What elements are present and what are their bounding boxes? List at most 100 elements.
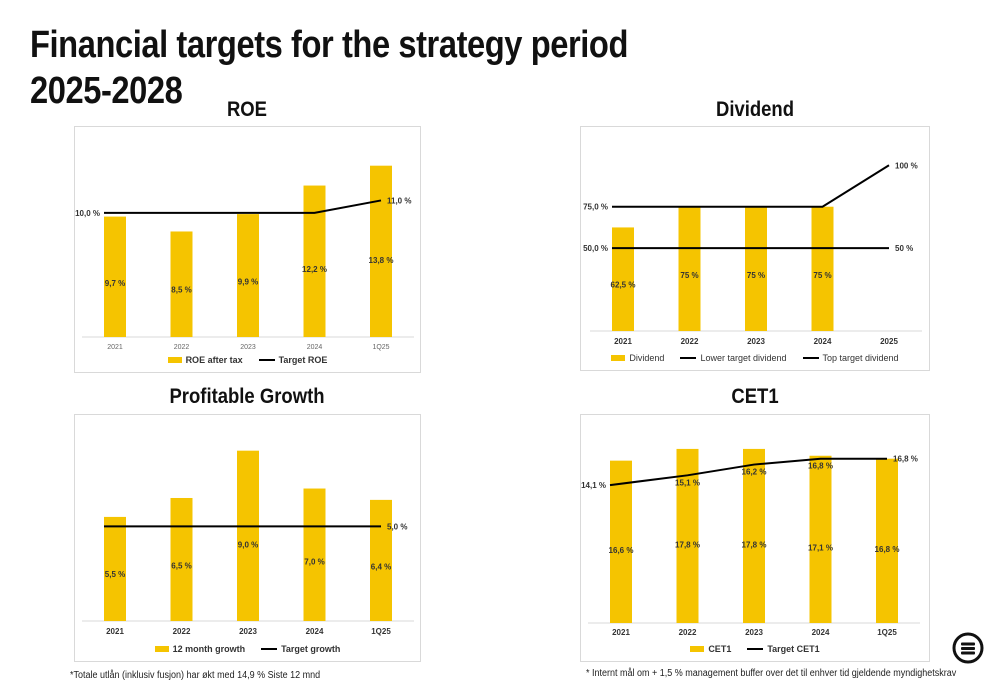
legend-item-target-roe: Target ROE	[258, 355, 328, 365]
legend-label: Top target dividend	[822, 353, 899, 363]
footnote-left: *Totale utlån (inklusiv fusjon) har økt …	[70, 670, 321, 681]
bar-data-label: 7,0 %	[304, 557, 324, 566]
legend-item-top-target: Top target dividend	[802, 353, 899, 363]
chart-title-growth: Profitable Growth	[169, 385, 325, 408]
bar	[876, 458, 898, 623]
target-line	[609, 457, 887, 487]
cet1-legend: CET1 Target CET1	[581, 644, 929, 654]
cet1-chart-svg: 16,6 % 17,8 % 17,8 % 17,1 % 16,8 % 14,1 % 15,1…	[581, 448, 920, 637]
page-title: Financial targets for the strategy perio…	[30, 24, 628, 112]
bar	[303, 185, 326, 337]
bar	[610, 460, 632, 623]
bar-data-label: 16,8 %	[875, 545, 900, 554]
chart-title-cet1: CET1	[731, 385, 779, 408]
bar	[104, 516, 126, 621]
line-data-label: 50 %	[895, 244, 913, 253]
bar-data-label: 6,4 %	[371, 562, 391, 571]
bar	[237, 450, 259, 621]
legend-swatch-bar	[690, 646, 705, 652]
logo-icon	[952, 632, 984, 664]
bar-data-label: 9,9 %	[238, 278, 258, 287]
bar	[809, 455, 832, 623]
bar	[612, 227, 634, 331]
bar	[743, 448, 765, 623]
line-data-label: 15,1 %	[675, 478, 700, 487]
cet1-chart: 16,6 % 17,8 % 17,8 % 17,1 % 16,8 % 14,1 % 15,1…	[580, 414, 930, 662]
bar	[811, 206, 834, 331]
dividend-chart-svg: 62,5 % 75 % 75 % 75 % 50,0 % 50 % 75,0 % 100 % 2…	[583, 161, 922, 346]
bar-data-label: 9,0 %	[238, 540, 258, 549]
bar	[745, 206, 767, 331]
x-tick-label: 2025	[880, 337, 898, 346]
x-tick-label: 2023	[747, 337, 765, 346]
bar-data-label: 17,8 %	[675, 541, 700, 550]
legend-swatch-line	[802, 357, 819, 359]
bar-data-label: 12,2 %	[302, 265, 327, 274]
line-data-label: 5,0 %	[387, 522, 407, 531]
x-tick-label: 2022	[173, 627, 191, 636]
legend-item-roe-after-tax: ROE after tax	[167, 355, 243, 365]
x-tick-label: 2021	[106, 627, 124, 636]
x-tick-label: 2024	[306, 627, 324, 636]
legend-swatch-line	[680, 357, 697, 359]
bar	[370, 499, 392, 621]
bar-data-label: 8,5 %	[171, 286, 191, 295]
bar-data-label: 17,8 %	[742, 541, 767, 550]
legend-label: Target ROE	[278, 355, 328, 365]
legend-item-cet1: CET1	[690, 644, 731, 654]
bar	[303, 488, 326, 621]
x-tick-label: 2021	[612, 628, 630, 637]
target-line	[104, 199, 382, 214]
legend-item-dividend: Dividend	[611, 353, 664, 363]
legend-swatch-line	[747, 648, 764, 650]
roe-chart-svg: 9,7 % 8,5 % 9,9 % 12,2 % 13,8 % 10,0 % 11,0 % 2…	[75, 165, 414, 351]
growth-chart-svg: 5,5 % 6,5 % 9,0 % 7,0 % 6,4 % 5,0 % 2021 2022 20…	[82, 450, 414, 636]
legend-item-lower-target: Lower target dividend	[680, 353, 787, 363]
line-data-label: 50,0 %	[583, 244, 608, 253]
legend-label: Target CET1	[767, 644, 820, 654]
line-data-label: 16,2 %	[742, 468, 767, 477]
bar-data-label: 17,1 %	[808, 544, 833, 553]
dividend-chart: 62,5 % 75 % 75 % 75 % 50,0 % 50 % 75,0 % 100 % 2…	[580, 126, 930, 371]
bar-data-label: 9,7 %	[105, 279, 125, 288]
legend-swatch-line	[258, 359, 275, 361]
bar-data-label: 6,5 %	[171, 562, 191, 571]
x-tick-label: 2024	[812, 628, 830, 637]
growth-legend: 12 month growth Target growth	[75, 644, 420, 654]
growth-chart: 5,5 % 6,5 % 9,0 % 7,0 % 6,4 % 5,0 % 2021 2022 20…	[74, 414, 421, 662]
line-data-label: 10,0 %	[75, 209, 100, 218]
x-tick-label: 1Q25	[372, 344, 389, 351]
x-tick-label: 2022	[681, 337, 699, 346]
bar	[676, 448, 699, 623]
line-data-label: 11,0 %	[387, 196, 411, 205]
x-tick-label: 1Q25	[371, 627, 391, 636]
bar-data-label: 62,5 %	[611, 280, 636, 289]
line-data-label: 16,8 %	[893, 455, 918, 464]
bar-data-label: 75 %	[813, 271, 831, 280]
legend-label: 12 month growth	[172, 644, 246, 654]
legend-label: CET1	[708, 644, 732, 654]
legend-swatch-bar	[611, 355, 626, 361]
legend-label: ROE after tax	[185, 355, 243, 365]
legend-swatch-bar	[154, 646, 169, 652]
legend-item-target-growth: Target growth	[261, 644, 340, 654]
legend-label: Target growth	[281, 644, 341, 654]
chart-title-dividend: Dividend	[715, 98, 795, 121]
bar	[170, 231, 193, 337]
dividend-legend: Dividend Lower target dividend Top targe…	[581, 353, 929, 363]
x-tick-label: 2024	[814, 337, 832, 346]
chart-title-roe: ROE	[226, 98, 268, 121]
x-tick-label: 2021	[614, 337, 632, 346]
x-tick-label: 2023	[745, 628, 763, 637]
bar-data-label: 16,6 %	[609, 546, 634, 555]
x-tick-label: 2021	[107, 344, 123, 351]
line-data-label: 100 %	[895, 161, 918, 170]
line-data-label: 14,1 %	[581, 481, 606, 490]
target-line	[612, 164, 890, 208]
legend-item-target-cet1: Target CET1	[747, 644, 820, 654]
bar	[370, 165, 392, 337]
roe-chart: 9,7 % 8,5 % 9,9 % 12,2 % 13,8 % 10,0 % 11,0 % 2…	[74, 126, 421, 373]
bar	[678, 206, 701, 331]
x-tick-label: 2023	[239, 627, 257, 636]
x-tick-label: 2023	[240, 344, 256, 351]
